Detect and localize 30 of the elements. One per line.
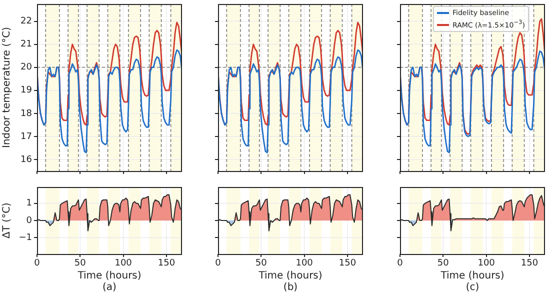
y-tick-label: −1: [18, 233, 32, 244]
y-tick-label: 0: [26, 216, 32, 226]
x-tick-label: 100: [296, 258, 314, 269]
x-tick-label: 100: [478, 258, 496, 269]
x-tick-label: 50: [74, 258, 86, 269]
y-tick-label: 22: [20, 16, 32, 27]
x-tick-label: 0: [34, 258, 40, 269]
x-tick-label: 150: [520, 258, 538, 269]
text: (a): [102, 282, 118, 293]
y-tick-label: 21: [20, 40, 32, 50]
y-tick-label: 16: [20, 154, 32, 165]
y-axis-title: Indoor temperature (°C): [2, 26, 13, 148]
y-tick-label: 19: [20, 86, 32, 96]
x-axis-title: Time (hours): [440, 270, 504, 282]
y-axis-title: ΔT (°C): [2, 202, 13, 238]
x-axis-title: Time (hours): [76, 270, 142, 282]
x-tick-label: 0: [397, 258, 404, 269]
y-tick-label: 1: [26, 198, 32, 209]
x-tick-label: 50: [437, 258, 450, 269]
x-tick-label: 150: [338, 258, 356, 269]
x-tick-label: 100: [114, 258, 132, 269]
x-tick-label: 50: [255, 258, 268, 269]
x-tick-label: 150: [158, 258, 176, 269]
y-tick-label: 17: [20, 132, 32, 142]
text: (c): [464, 282, 480, 293]
x-tick-label: 0: [215, 258, 222, 269]
text: (b): [282, 282, 299, 293]
y-tick-label: 20: [20, 62, 32, 73]
y-tick-label: 18: [20, 108, 32, 119]
x-axis-title: Time (hours): [258, 270, 322, 282]
